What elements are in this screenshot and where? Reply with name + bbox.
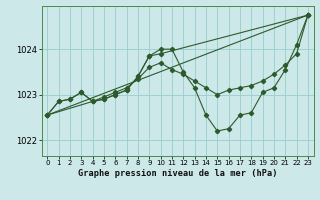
X-axis label: Graphe pression niveau de la mer (hPa): Graphe pression niveau de la mer (hPa) <box>78 169 277 178</box>
